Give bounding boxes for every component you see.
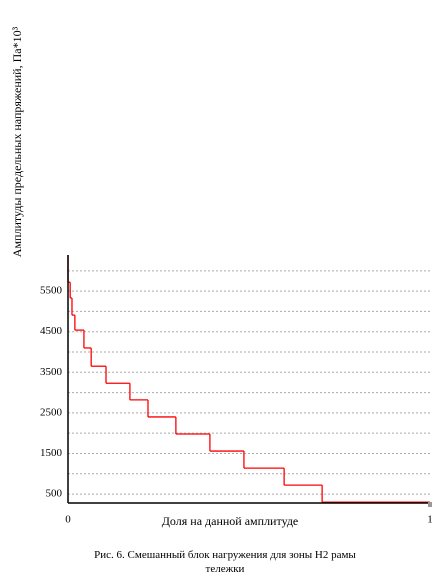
caption: Рис. 6. Смешанный блок нагружения для зо… bbox=[94, 549, 356, 575]
corner-marker bbox=[428, 502, 432, 507]
y-tick-label: 500 bbox=[46, 488, 63, 500]
y-tick-label: 3500 bbox=[40, 366, 63, 378]
chart: Амплитуды предельных напряжений, Па*10³ … bbox=[10, 26, 433, 528]
y-axis-label: Амплитуды предельных напряжений, Па*10³ bbox=[10, 26, 24, 257]
y-tick-label: 2500 bbox=[40, 406, 63, 418]
y-tick-label: 1500 bbox=[40, 447, 63, 459]
y-tick-label: 4500 bbox=[40, 325, 63, 337]
x-tick-label: 0 bbox=[65, 514, 71, 526]
x-tick-label: 1 bbox=[427, 514, 433, 526]
x-axis-label: Доля на данной амплитуде bbox=[162, 514, 299, 528]
y-tick-label: 5500 bbox=[40, 285, 63, 297]
